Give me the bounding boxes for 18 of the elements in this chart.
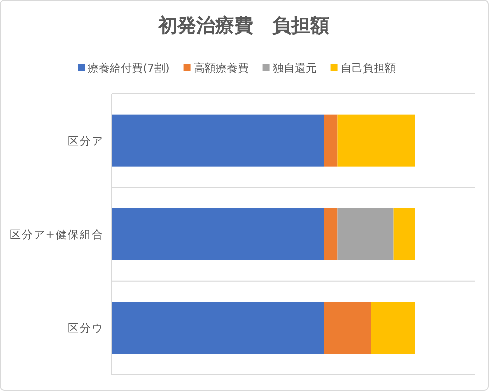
bar xyxy=(112,208,324,260)
bar xyxy=(324,302,372,354)
chart-title: 初発治療費 負担額 xyxy=(158,15,330,37)
bar xyxy=(394,208,415,260)
legend-label: 独自還元 xyxy=(272,62,317,75)
bar xyxy=(112,114,324,167)
bar xyxy=(371,302,415,354)
y-tick-label: 区分ア+健保組合 xyxy=(10,228,104,242)
y-tick-label: 区分ウ xyxy=(68,322,104,336)
bar xyxy=(324,208,338,260)
legend-label: 療養給付費(7割) xyxy=(88,62,170,75)
y-tick-label: 区分ア xyxy=(68,134,104,148)
legend-label: 高額療養費 xyxy=(194,62,249,75)
legend-label: 自己負担額 xyxy=(340,62,396,75)
bar xyxy=(112,302,324,354)
bar xyxy=(338,114,415,167)
bar xyxy=(324,114,338,167)
bar xyxy=(338,208,394,260)
